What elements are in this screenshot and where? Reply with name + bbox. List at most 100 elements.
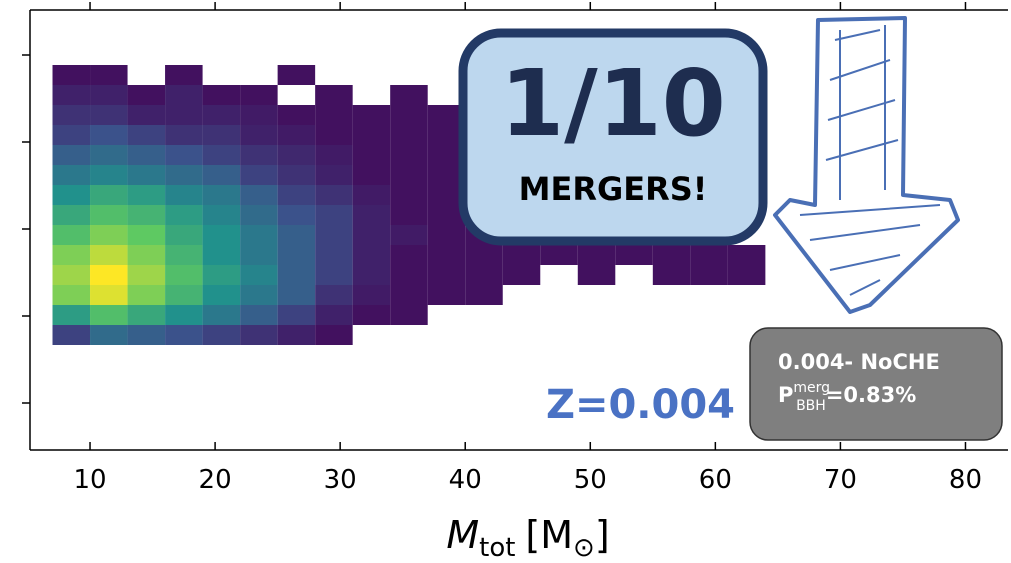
cell [165,85,203,105]
cell [390,85,428,105]
cell [165,265,203,285]
cell [277,305,316,325]
cell [240,205,278,225]
cell [277,225,316,245]
cell [127,245,166,265]
cell [352,225,391,245]
model-box [749,327,1003,441]
cell [52,205,91,225]
cell [315,285,353,305]
cell [277,145,316,165]
cell [390,245,428,265]
cell [427,125,466,145]
cell [352,125,391,145]
cell [427,145,466,165]
cell [127,305,166,325]
cell [240,265,278,285]
cell [390,225,428,245]
cell [52,245,91,265]
cell [202,205,241,225]
cell [390,265,428,285]
cell [390,165,428,185]
cell [315,245,353,265]
cell [502,265,541,285]
probability-label: Pmerg BBH=0.83% [778,380,916,414]
cell [90,305,128,325]
cell [240,305,278,325]
x-tick-label: 10 [73,465,106,495]
cell [90,165,128,185]
cell [727,265,766,285]
cell [315,105,353,125]
cell [352,185,391,205]
x-tick-label: 60 [699,465,732,495]
cell [202,325,241,345]
cell [315,325,353,345]
cell [315,305,353,325]
cell [390,105,428,125]
cell [502,245,541,265]
cell [127,85,166,105]
cell [52,125,91,145]
cell [127,285,166,305]
cell [52,165,91,185]
cell [727,245,766,265]
cell [277,105,316,125]
cell [202,225,241,245]
cell [427,185,466,205]
cell [390,145,428,165]
cell [165,165,203,185]
cell [390,185,428,205]
x-tick-label: 50 [574,465,607,495]
cell [240,145,278,165]
cell [202,245,241,265]
cell [690,265,728,285]
cell [390,285,428,305]
cell [202,305,241,325]
cell [277,285,316,305]
cell [427,285,466,305]
cell [240,185,278,205]
cell [652,265,691,285]
cell [90,325,128,345]
cell [352,305,391,325]
cell [202,165,241,185]
cell [390,125,428,145]
cell [315,185,353,205]
callout-box [458,28,768,246]
cell [127,145,166,165]
fraction-text: 1/10 [500,50,726,157]
cell [240,225,278,245]
x-tick-label: 80 [949,465,982,495]
cell [315,205,353,225]
cell [240,165,278,185]
cell [202,105,241,125]
cell [315,225,353,245]
cell [52,325,91,345]
cell [127,225,166,245]
cell [352,145,391,165]
cell [165,105,203,125]
cell [127,325,166,345]
x-tick-label: 20 [199,465,232,495]
cell [127,165,166,185]
cell [315,145,353,165]
cell [427,265,466,285]
cell [165,305,203,325]
cell [277,325,316,345]
cell [52,145,91,165]
cell [427,165,466,185]
cell [52,225,91,245]
cell [427,205,466,225]
cell [202,265,241,285]
cell [202,285,241,305]
cell [202,185,241,205]
cell [652,245,691,265]
cell [165,325,203,345]
cell [165,245,203,265]
x-tick-label: 30 [324,465,357,495]
cell [52,185,91,205]
cell [90,145,128,165]
cell [315,165,353,185]
cell [202,125,241,145]
